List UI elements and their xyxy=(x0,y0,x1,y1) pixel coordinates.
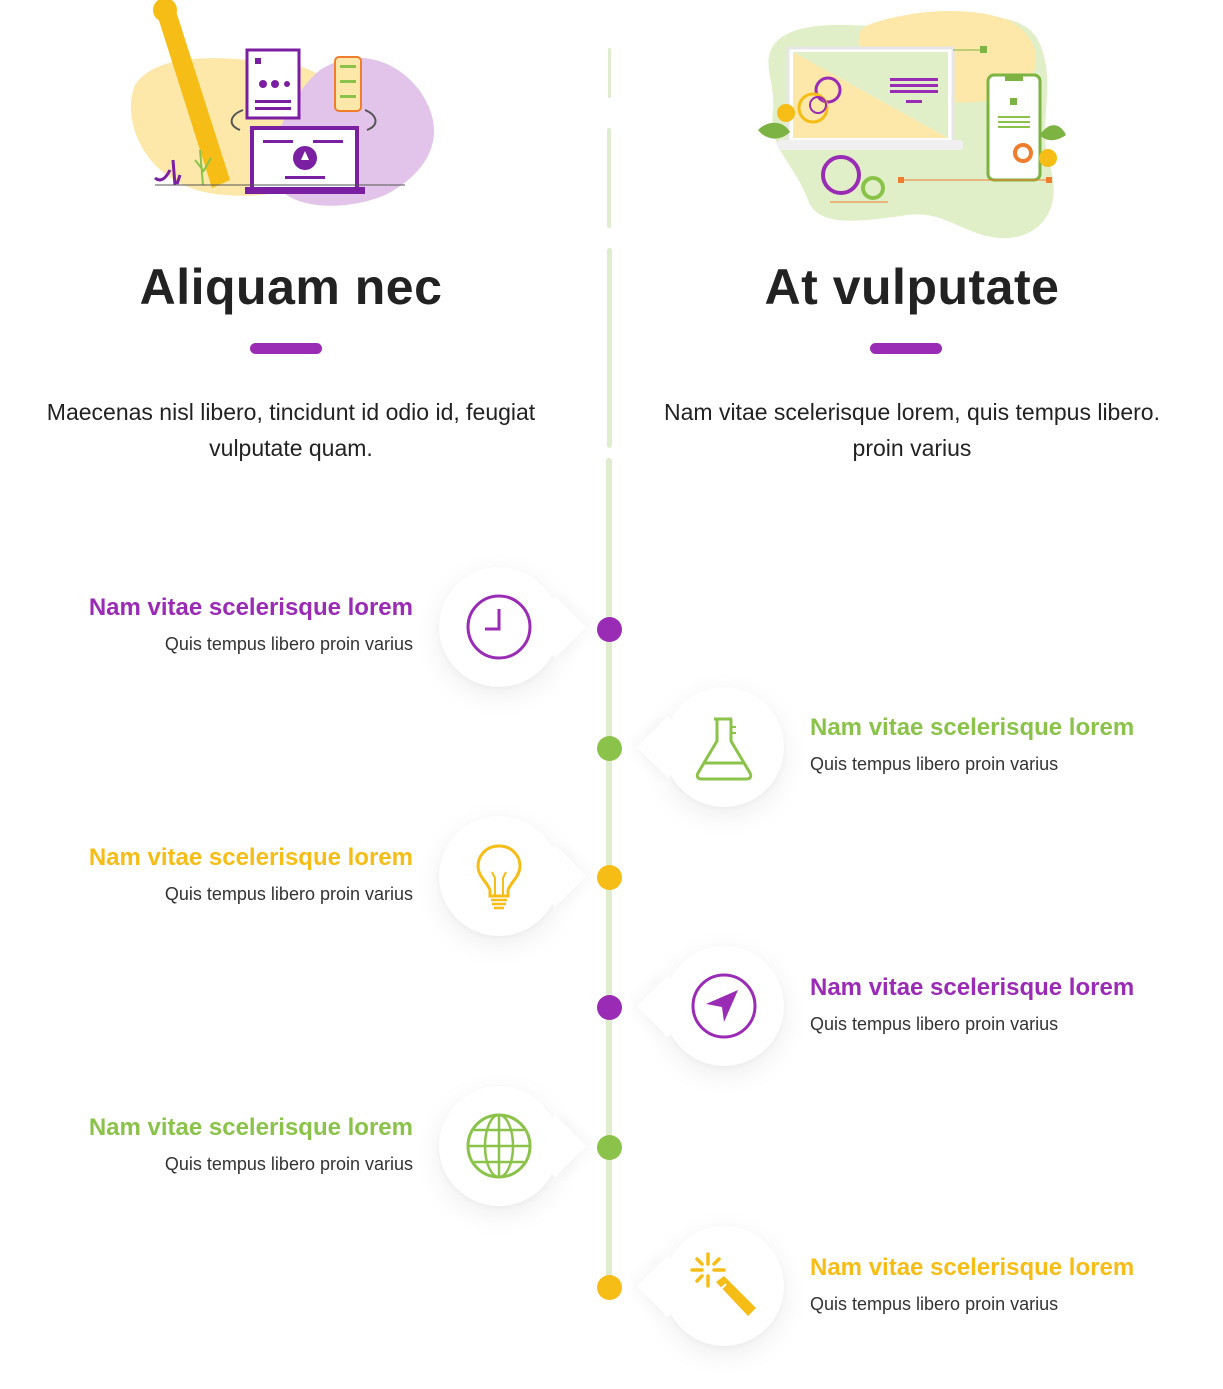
column-description-left: Maecenas nisl libero, tincidunt id odio … xyxy=(46,399,536,461)
timeline-dot xyxy=(597,1275,622,1300)
timeline-icon-bubble xyxy=(664,1226,784,1346)
timeline-item-title: Nam vitae scelerisque lorem xyxy=(88,594,413,621)
timeline-icon-bubble xyxy=(439,1086,559,1206)
timeline-icon-bubble xyxy=(664,946,784,1066)
timeline-item-subtitle: Quis tempus libero proin varius xyxy=(810,1014,1059,1034)
title-underline xyxy=(870,343,942,354)
column-description-right: Nam vitae scelerisque lorem, quis tempus… xyxy=(664,399,1160,461)
timeline-dot xyxy=(597,617,622,642)
column-title-left: Aliquam nec xyxy=(139,259,443,315)
devices-illustration xyxy=(130,0,434,206)
timeline-item-subtitle: Quis tempus libero proin varius xyxy=(810,1294,1059,1314)
timeline-item-title: Nam vitae scelerisque lorem xyxy=(810,974,1135,1001)
timeline-dot xyxy=(597,995,622,1020)
timeline-icon-bubble xyxy=(439,816,559,936)
timeline-line-segment xyxy=(607,128,611,228)
timeline-line-segment xyxy=(608,48,611,98)
timeline-item-title: Nam vitae scelerisque lorem xyxy=(88,1114,413,1141)
lightbulb-icon xyxy=(476,844,522,910)
column-title-right: At vulputate xyxy=(764,259,1060,315)
timeline-item-title: Nam vitae scelerisque lorem xyxy=(88,844,413,871)
timeline-line-segment xyxy=(607,248,612,448)
timeline-item-title: Nam vitae scelerisque lorem xyxy=(810,714,1135,741)
timeline-dot xyxy=(597,1135,622,1160)
timeline-item-subtitle: Quis tempus libero proin varius xyxy=(810,754,1059,774)
flask-icon xyxy=(695,717,753,781)
timeline-icon-bubble xyxy=(439,567,559,687)
timeline-item-subtitle: Quis tempus libero proin varius xyxy=(164,1154,413,1174)
timeline-item-subtitle: Quis tempus libero proin varius xyxy=(164,634,413,654)
navigation-icon xyxy=(691,973,757,1039)
timeline-icon-bubble xyxy=(664,687,784,807)
timeline-item-subtitle: Quis tempus libero proin varius xyxy=(164,884,413,904)
timeline-dot xyxy=(597,865,622,890)
clock-icon xyxy=(466,594,532,660)
timeline-item-title: Nam vitae scelerisque lorem xyxy=(810,1254,1135,1281)
title-underline xyxy=(250,343,322,354)
globe-icon xyxy=(466,1113,532,1179)
timeline-dot xyxy=(597,736,622,761)
magic-wand-icon xyxy=(690,1252,756,1316)
laptop-phone-illustration xyxy=(758,10,1066,239)
